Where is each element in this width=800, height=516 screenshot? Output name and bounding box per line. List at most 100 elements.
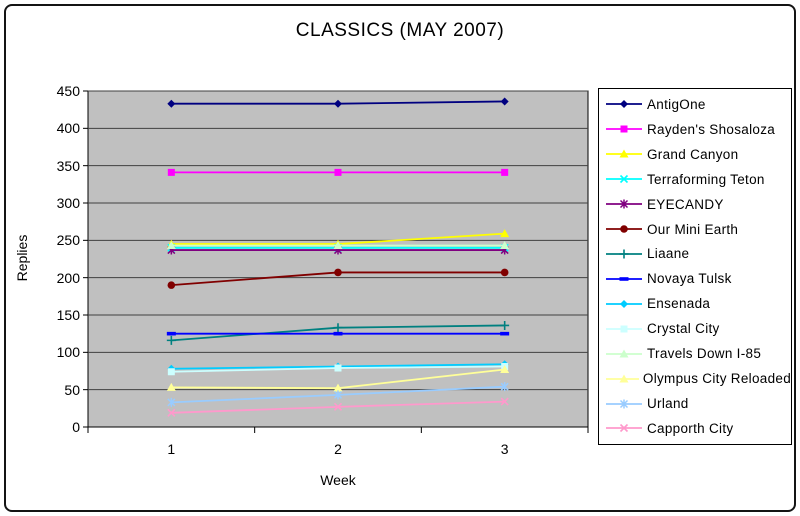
- series-marker-triangle-icon: [619, 149, 629, 158]
- legend-series-line-icon: [606, 424, 642, 433]
- legend-series-line-icon: [606, 325, 642, 333]
- legend-item: Novaya Tulsk: [605, 268, 791, 290]
- series-marker-x-icon: [500, 397, 509, 406]
- legend-item-label: Novaya Tulsk: [647, 271, 732, 287]
- series-marker-triangle-icon: [619, 374, 629, 383]
- legend-series-line-icon: [606, 149, 642, 158]
- legend-series-line-icon: [606, 100, 642, 109]
- legend-item: Urland: [605, 393, 791, 415]
- legend-item-label: AntigOne: [647, 96, 706, 112]
- x-tick-label: 3: [500, 441, 509, 457]
- y-tick-label: 0: [72, 419, 80, 435]
- legend-item-label: Urland: [647, 396, 689, 412]
- series-marker-circle-icon: [334, 268, 342, 277]
- legend-item-label: Terraforming Teton: [647, 171, 765, 187]
- legend-item-label: Ensenada: [647, 296, 711, 312]
- legend-series-line-icon: [606, 299, 642, 308]
- series-marker-square-icon: [620, 325, 628, 333]
- series-marker-dash-icon: [500, 331, 510, 336]
- series-marker-asterisk-icon: [167, 397, 176, 407]
- legend-series-line-icon: [606, 199, 642, 209]
- legend-item-label: EYECANDY: [647, 196, 724, 212]
- series-marker-diamond-icon: [500, 97, 509, 106]
- series-marker-dash-icon: [333, 331, 343, 336]
- legend: AntigOne Rayden's Shosaloza Grand Canyon Te…: [598, 88, 792, 445]
- series-marker-asterisk-icon: [619, 199, 629, 209]
- x-tick-label: 2: [334, 441, 342, 457]
- x-axis-title: Week: [320, 472, 356, 488]
- plot-background: [87, 90, 589, 428]
- series-marker-asterisk-icon: [333, 390, 343, 400]
- series-marker-square-icon: [501, 168, 509, 176]
- legend-series-line-icon: [606, 225, 642, 233]
- x-tick-label: 1: [167, 441, 176, 457]
- series-marker-square-icon: [167, 168, 175, 176]
- legend-series-line-icon: [606, 374, 639, 383]
- series-marker-triangle-icon: [333, 241, 343, 250]
- series-marker-x-icon: [333, 402, 343, 411]
- legend-item: Travels Down I-85: [605, 343, 791, 365]
- series-marker-circle-icon: [620, 225, 628, 233]
- y-tick-label: 400: [56, 120, 80, 137]
- legend-item-label: Olympus City Reloaded: [642, 371, 791, 387]
- series-marker-diamond-icon: [620, 100, 628, 109]
- series-marker-square-icon: [334, 168, 342, 176]
- series-marker-asterisk-icon: [619, 399, 629, 409]
- legend-item-label: Crystal City: [647, 321, 720, 337]
- series-marker-square-icon: [167, 368, 175, 376]
- legend-item-label: Rayden's Shosaloza: [647, 121, 776, 137]
- legend-item-label: Grand Canyon: [647, 146, 739, 162]
- legend-series-line-icon: [606, 125, 642, 133]
- series-marker-circle-icon: [167, 281, 176, 289]
- legend-series-line-icon: [606, 249, 642, 259]
- series-marker-square-icon: [334, 364, 342, 372]
- series-marker-x-icon: [619, 175, 629, 184]
- series-marker-diamond-icon: [167, 99, 176, 108]
- legend-item: Liaane: [605, 243, 791, 265]
- legend-series-line-icon: [606, 349, 642, 358]
- series-marker-plus-icon: [500, 320, 510, 330]
- series-marker-triangle-icon: [500, 229, 510, 238]
- series-marker-triangle-icon: [333, 383, 343, 392]
- y-tick-label: 100: [56, 344, 80, 361]
- chart-title: CLASSICS (MAY 2007): [295, 20, 505, 41]
- legend-item: Terraforming Teton: [605, 168, 791, 190]
- legend-series-line-icon: [606, 175, 642, 184]
- series-marker-triangle-icon: [500, 365, 510, 374]
- legend-series-line-icon: [606, 399, 642, 409]
- legend-item-label: Capporth City: [647, 420, 734, 436]
- series-marker-x-icon: [619, 424, 629, 433]
- series-marker-circle-icon: [500, 268, 509, 277]
- series-marker-triangle-icon: [500, 241, 510, 250]
- series-marker-dash-icon: [619, 277, 629, 281]
- series-marker-triangle-icon: [166, 241, 176, 250]
- y-tick-label: 250: [56, 232, 80, 249]
- legend-item: EYECANDY: [605, 193, 791, 215]
- legend-item-label: Travels Down I-85: [647, 346, 762, 362]
- legend-item: Grand Canyon: [605, 143, 791, 165]
- legend-item: Ensenada: [605, 293, 791, 315]
- series-marker-plus-icon: [619, 249, 629, 259]
- series-marker-diamond-icon: [620, 299, 628, 308]
- y-tick-label: 200: [56, 269, 80, 286]
- legend-item: AntigOne: [605, 93, 791, 115]
- series-marker-plus-icon: [333, 323, 343, 333]
- legend-item-label: Our Mini Earth: [647, 221, 739, 237]
- y-tick-label: 150: [56, 307, 80, 323]
- y-tick-label: 50: [64, 381, 80, 398]
- series-marker-x-icon: [167, 408, 176, 417]
- legend-item: Capporth City: [605, 417, 791, 439]
- series-marker-asterisk-icon: [500, 382, 509, 392]
- series-marker-dash-icon: [166, 331, 176, 336]
- legend-item: Rayden's Shosaloza: [605, 118, 791, 140]
- series-marker-plus-icon: [166, 335, 176, 345]
- legend-series-line-icon: [606, 277, 642, 281]
- legend-item: Crystal City: [605, 318, 791, 340]
- legend-item: Olympus City Reloaded: [605, 368, 791, 390]
- y-tick-label: 350: [56, 157, 80, 174]
- y-tick-label: 450: [56, 83, 80, 99]
- y-tick-label: 300: [56, 195, 80, 211]
- series-marker-square-icon: [620, 125, 628, 133]
